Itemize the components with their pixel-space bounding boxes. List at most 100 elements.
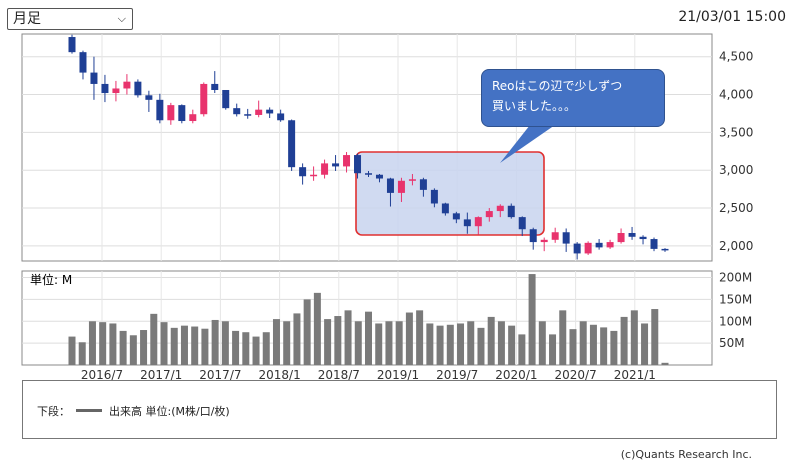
candle-body — [178, 105, 186, 122]
candle-body — [244, 114, 252, 116]
candle-body — [518, 217, 526, 230]
price-tick-label: 4,500 — [719, 50, 753, 64]
volume-bar — [252, 336, 260, 365]
volume-bar — [569, 329, 577, 365]
volume-bar — [446, 324, 454, 365]
stock-chart: 4,500 4,000 3,500 3,000 2,500 2,000 200M 150M 10… — [21, 33, 753, 380]
volume-bar — [201, 328, 209, 365]
volume-bar — [170, 327, 178, 365]
volume-bar — [232, 330, 240, 365]
candle-body — [419, 179, 427, 190]
candle-body — [233, 108, 241, 115]
highlight-box — [355, 151, 545, 236]
legend-label: 下段： — [37, 405, 70, 418]
volume-bar — [365, 311, 372, 365]
price-tick-label: 2,000 — [719, 239, 753, 253]
volume-bar — [334, 316, 342, 365]
candle-body — [90, 72, 98, 84]
candle-body — [650, 239, 658, 249]
candle-body — [551, 232, 559, 240]
volume-tick-label: 100M — [719, 314, 752, 328]
candle-body — [639, 236, 647, 240]
candle-body — [375, 174, 383, 179]
volume-bar — [630, 310, 638, 365]
volume-bar — [262, 332, 270, 365]
volume-bar — [436, 325, 444, 365]
candle-body — [584, 242, 592, 254]
volume-bar — [405, 312, 413, 365]
volume-bar — [88, 321, 96, 365]
candle-body — [485, 211, 493, 218]
candle-body — [661, 248, 669, 251]
volume-bar — [211, 319, 219, 365]
volume-bar — [109, 323, 117, 365]
price-tick-label: 2,500 — [719, 201, 753, 215]
candle-body — [365, 173, 372, 175]
volume-bar — [610, 330, 618, 365]
volume-bar — [313, 292, 321, 365]
volume-bar — [283, 321, 291, 365]
volume-bar — [457, 323, 465, 365]
candle-body — [123, 81, 131, 89]
volume-bar — [549, 334, 557, 365]
timestamp: 21/03/01 15:00 — [678, 9, 786, 25]
candle-body — [288, 120, 296, 168]
volume-bar — [538, 321, 546, 365]
candle-body — [156, 99, 164, 121]
callout-pointer — [500, 125, 555, 163]
legend-text: 出来高 単位:(M株/口/枚) — [109, 405, 230, 418]
volume-bar — [477, 327, 485, 365]
volume-bar — [508, 325, 516, 365]
volume-bar — [324, 319, 332, 365]
candle-body — [222, 89, 230, 109]
candle-body — [134, 81, 142, 96]
candle-body — [266, 109, 274, 114]
volume-bar — [589, 324, 597, 365]
candle-body — [628, 233, 636, 237]
candle-body — [573, 243, 581, 254]
callout-line-1: Reoはこの辺で少しずつ — [492, 79, 623, 93]
callout-line-2: 買いました。。。 — [492, 99, 577, 113]
candle-body — [310, 174, 318, 177]
candle-body — [397, 180, 405, 193]
volume-bar — [661, 362, 669, 365]
x-tick-label: 2018/7 — [318, 368, 360, 380]
candle-body — [321, 163, 329, 175]
volume-bar — [375, 323, 383, 365]
candle-body — [617, 233, 625, 243]
candle-body — [68, 37, 76, 53]
volume-bar — [191, 326, 199, 365]
price-tick-label: 4,000 — [719, 88, 753, 102]
volume-bar — [641, 323, 649, 365]
candle-body — [332, 163, 340, 167]
volume-bar — [68, 336, 76, 365]
volume-bar — [354, 321, 362, 365]
volume-bar — [385, 321, 393, 365]
volume-bar — [528, 274, 536, 365]
candle-body — [408, 179, 416, 181]
period-select[interactable]: 月足 ⌵ — [7, 8, 133, 30]
candle-body — [354, 155, 362, 174]
volume-bar — [467, 321, 475, 365]
volume-bar — [221, 321, 229, 365]
volume-bar — [651, 309, 659, 365]
x-tick-label: 2019/1 — [377, 368, 419, 380]
volume-bar — [140, 330, 148, 365]
volume-bar — [497, 321, 505, 365]
candle-body — [189, 114, 197, 122]
x-tick-label: 2019/7 — [436, 368, 478, 380]
candle-body — [112, 88, 120, 94]
candle-body — [529, 229, 537, 243]
volume-bar — [620, 316, 628, 365]
volume-tick-label: 50M — [719, 336, 745, 350]
volume-bar — [518, 334, 526, 365]
period-select-value: 月足 — [13, 11, 41, 27]
candle-body — [101, 83, 109, 94]
candle-body — [595, 242, 603, 248]
volume-bar — [344, 310, 352, 365]
candle-body — [299, 167, 307, 177]
volume-bar — [579, 321, 587, 365]
volume-bar — [129, 335, 137, 365]
volume-bar — [242, 332, 250, 365]
volume-legend-swatch — [76, 409, 102, 412]
